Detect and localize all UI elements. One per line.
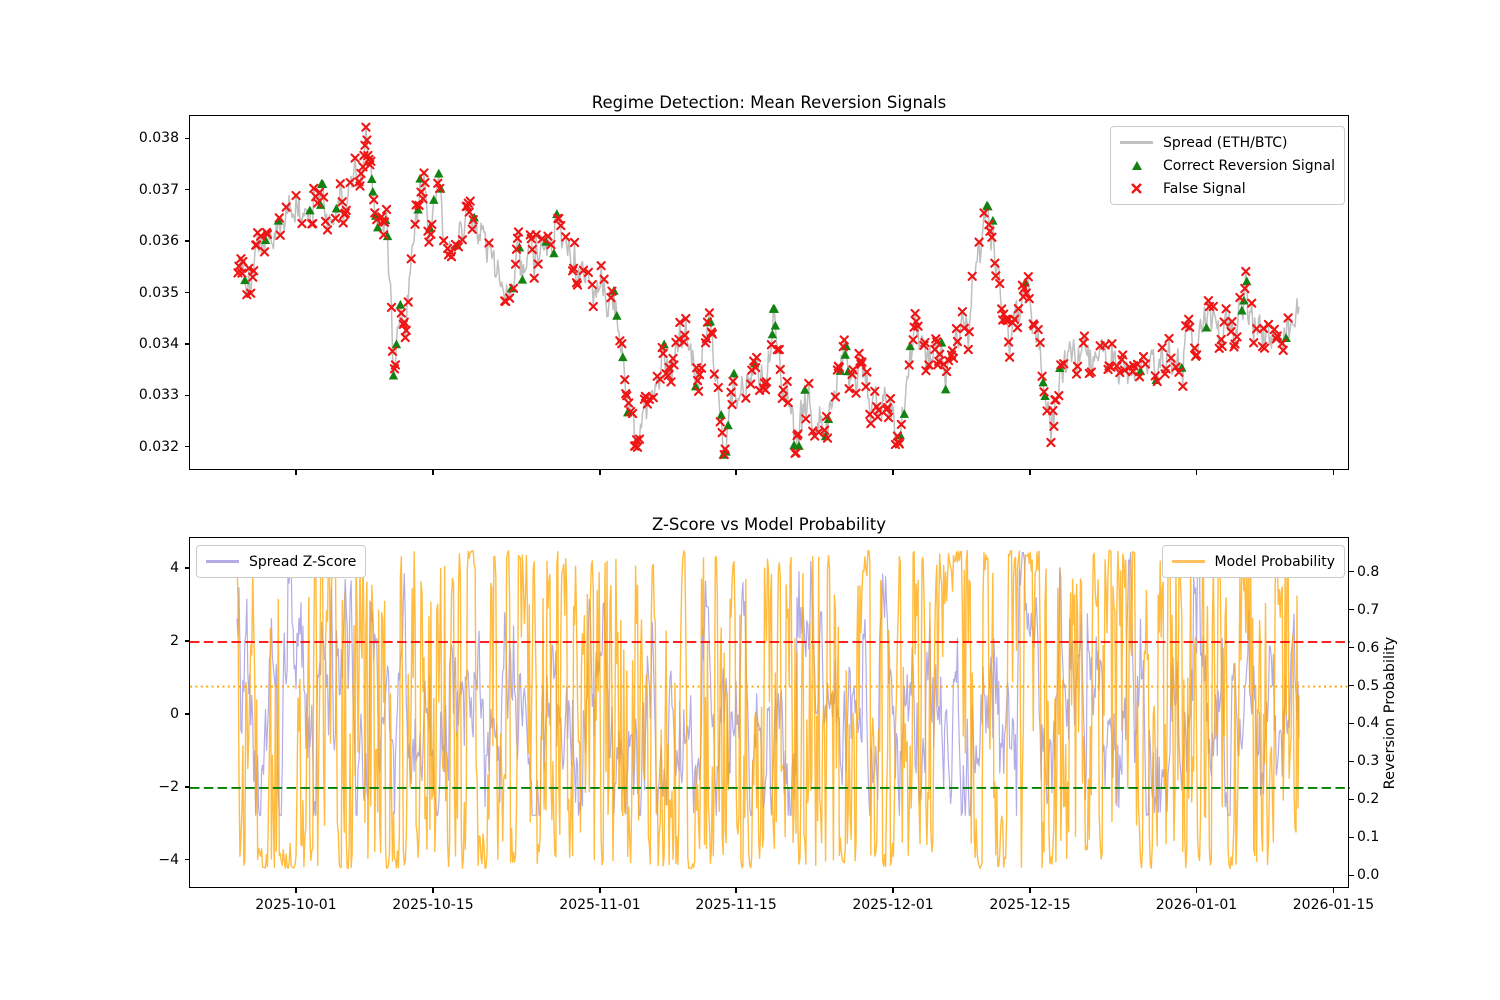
legend-item-zscore: Spread Z-Score [206,551,356,572]
lavender-line-icon [206,560,239,563]
bottom-chart-title: Z-Score vs Model Probability [651,515,887,534]
tick-mark [184,446,189,448]
tick-mark [184,291,189,294]
tick-mark [1349,647,1354,649]
y-tick-label: 0.036 [138,233,179,250]
probability-line-swatch [1171,560,1205,563]
probability-tick-label: 0.1 [1357,829,1380,846]
top-chart-legend: Spread (ETH/BTC) Correct Reversion Signa… [1110,126,1345,205]
spread-line-swatch [1120,141,1153,144]
top-chart-title: Regime Detection: Mean Reversion Signals [591,93,947,112]
tick-mark [1349,571,1354,573]
tick-mark [1349,798,1354,800]
y-tick-label: 0.038 [138,130,179,147]
tick-mark [1195,888,1198,893]
legend-label-zscore: Spread Z-Score [249,553,357,570]
probability-tick-label: 0.0 [1357,867,1380,884]
tick-mark [184,859,189,861]
date-tick-label: 2026-01-01 [1155,897,1238,913]
tick-mark [295,470,297,475]
date-tick-label: 2025-12-01 [852,897,934,913]
tick-mark [1349,609,1354,611]
bottom-plot-area [189,537,1350,889]
z-tick-label: −2 [158,778,179,795]
tick-mark [184,137,189,139]
probability-tick-label: 0.4 [1357,715,1380,732]
zscore-line-swatch [206,560,239,563]
legend-label-spread: Spread (ETH/BTC) [1163,134,1288,151]
tick-mark [1195,470,1198,475]
tick-mark [1349,760,1354,762]
probability-tick-label: 0.3 [1357,753,1380,770]
y-tick-label: 0.035 [138,284,179,301]
probability-legend: Model Probability [1161,545,1345,578]
legend-label-probability: Model Probability [1214,553,1336,570]
tick-mark [295,888,297,893]
tick-mark [1029,470,1031,475]
probability-tick-label: 0.8 [1357,563,1380,580]
tick-mark [1332,888,1335,893]
probability-tick-label: 0.2 [1357,791,1380,808]
date-tick-label: 2025-11-15 [695,897,777,913]
bottom-plot-canvas [190,538,1350,889]
probability-tick-label: 0.6 [1357,639,1380,656]
gray-line-icon [1120,141,1153,144]
zscore-legend: Spread Z-Score [196,545,367,578]
tick-mark [1029,888,1031,893]
z-tick-label: 2 [170,632,179,649]
date-tick-label: 2026-01-15 [1292,897,1375,913]
tick-mark [432,888,434,893]
y-tick-label: 0.032 [138,438,179,455]
tick-mark [184,567,189,569]
tick-mark [735,888,737,893]
tick-mark [599,888,601,893]
tick-mark [892,888,894,893]
tick-mark [1349,684,1354,687]
probability-tick-label: 0.5 [1357,677,1380,694]
z-tick-label: 4 [170,560,179,576]
probability-tick-label: 0.7 [1357,601,1380,618]
tick-mark [184,189,189,191]
y-tick-label: 0.037 [138,181,179,198]
tick-mark [184,240,189,242]
x-marker-icon [1131,183,1142,194]
tick-mark [1349,836,1354,838]
legend-label-correct-signal: Correct Reversion Signal [1163,157,1335,174]
z-tick-label: 0 [170,705,179,722]
legend-item-correct-signal: Correct Reversion Signal [1120,155,1335,176]
tick-mark [184,786,189,788]
tick-mark [1349,874,1354,876]
tick-mark [184,343,189,345]
tick-mark [184,640,189,642]
tick-mark [1349,722,1354,725]
orange-line-icon [1171,560,1205,563]
y-tick-label: 0.034 [138,335,179,352]
tick-mark [1332,470,1335,475]
correct-signal-swatch [1120,161,1153,170]
legend-label-false-signal: False Signal [1163,180,1246,197]
legend-item-false-signal: False Signal [1120,178,1335,199]
tick-mark [184,713,189,715]
tick-mark [735,470,737,475]
tick-mark [184,394,189,396]
date-tick-label: 2025-10-01 [255,897,337,913]
legend-item-spread: Spread (ETH/BTC) [1120,132,1335,153]
false-signal-swatch [1120,182,1153,195]
y-tick-label: 0.033 [138,387,179,404]
tick-mark [599,470,601,475]
tick-mark [432,470,434,475]
z-tick-label: −4 [158,851,179,868]
tick-mark [892,470,894,475]
triangle-up-icon [1131,161,1142,170]
legend-item-probability: Model Probability [1171,551,1336,572]
date-tick-label: 2025-12-15 [989,897,1071,913]
date-tick-label: 2025-11-01 [559,897,641,913]
date-tick-label: 2025-10-15 [392,897,474,913]
